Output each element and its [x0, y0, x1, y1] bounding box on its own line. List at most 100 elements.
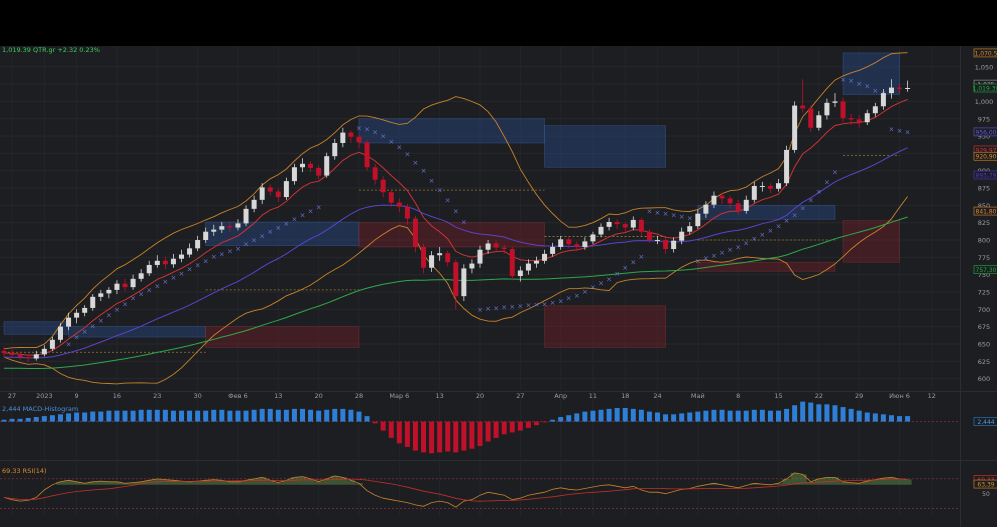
psar-point: ×	[703, 255, 709, 263]
macd-bar	[74, 412, 80, 422]
candle-body	[897, 87, 903, 89]
price-tag: 1,019.39	[973, 85, 997, 92]
candle-body	[300, 163, 306, 168]
macd-bar	[356, 411, 362, 422]
candle-body	[332, 143, 338, 157]
x-tick-label: 27	[8, 392, 16, 400]
macd-bar	[372, 421, 378, 424]
candle-body	[614, 222, 620, 225]
macd-bar	[308, 409, 314, 422]
candle-body	[162, 260, 168, 265]
macd-label: 2,444 MACD-Histogram	[2, 405, 78, 413]
psar-point: ×	[82, 328, 88, 336]
candle-body	[808, 108, 814, 128]
psar-point: ×	[445, 196, 451, 204]
candle-body	[533, 260, 539, 264]
candle-body	[138, 273, 144, 279]
chart-canvas[interactable]: ××××××××××××××××××× × × ×××××××××××× × ××××××…	[0, 46, 997, 527]
rsi-line	[3, 472, 908, 508]
candle-body	[719, 195, 725, 199]
candle-body	[542, 253, 548, 261]
candle-body	[445, 253, 451, 263]
rsi-ma-line	[3, 478, 908, 502]
macd-bar	[1, 419, 7, 422]
macd-bar	[533, 421, 539, 426]
candle-body	[33, 354, 39, 359]
x-tick-label: 24	[653, 392, 661, 400]
macd-bar	[154, 409, 160, 422]
demand-zone	[205, 221, 360, 246]
macd-bar	[33, 417, 39, 422]
y-tick-label: 625	[978, 358, 990, 366]
psar-point: ×	[856, 80, 862, 88]
candle-body	[453, 262, 459, 297]
price-tag: 841,80	[976, 209, 997, 216]
x-tick-label: 2023	[36, 392, 53, 400]
candle-body	[824, 102, 830, 116]
x-tick-label: Апр	[554, 392, 567, 400]
psar-point: ×	[292, 216, 298, 224]
psar-point: ×	[308, 207, 314, 215]
macd-bar	[550, 419, 556, 422]
candle-body	[324, 156, 330, 176]
x-tick-label: 9	[75, 392, 79, 400]
macd-bar	[598, 409, 604, 422]
psar-point: ×	[630, 259, 636, 267]
candle-body	[711, 195, 717, 205]
psar-point: ×	[719, 249, 725, 257]
candle-body	[872, 106, 878, 114]
macd-bar	[17, 418, 23, 422]
candle-body	[800, 105, 806, 109]
psar-point: ×	[816, 188, 822, 196]
macd-bar	[235, 410, 241, 422]
psar-point: ×	[138, 291, 144, 299]
price-tag: 757,30	[976, 267, 997, 274]
psar-point: ×	[453, 207, 459, 215]
candle-body	[146, 264, 152, 274]
x-tick-label: 20	[315, 392, 323, 400]
psar-point: ×	[413, 159, 419, 167]
psar-point: ×	[300, 212, 306, 220]
macd-bar	[671, 414, 677, 422]
candle-body	[646, 231, 652, 241]
candle-body	[582, 241, 588, 247]
psar-point: ×	[550, 299, 556, 307]
price-tag: 893,79	[976, 173, 997, 180]
price-tag-box	[973, 170, 997, 180]
psar-point: ×	[179, 270, 185, 278]
psar-point: ×	[316, 203, 322, 211]
candle-body	[291, 167, 297, 182]
macd-bar	[905, 416, 911, 422]
candle-body	[550, 246, 556, 254]
macd-bar	[864, 412, 870, 422]
axis-separator	[960, 46, 961, 527]
price-tag-box	[973, 151, 997, 161]
psar-point: ×	[275, 224, 281, 232]
macd-bar	[291, 408, 297, 422]
candle-body	[130, 278, 136, 288]
psar-point: ×	[203, 257, 209, 265]
y-tick-label: 950	[978, 133, 990, 141]
candle-body	[187, 248, 193, 255]
psar-point: ×	[542, 300, 548, 308]
chart-area[interactable]: × × × × × × × × × × × × × × × × × × × × × × × × × × × × × × × × × × × × × × × ×…	[0, 46, 997, 527]
y-tick-label: 850	[978, 202, 990, 210]
macd-bar	[57, 414, 63, 422]
psar-point: ×	[501, 304, 507, 312]
candle-body	[477, 249, 483, 264]
y-tick-label: 775	[978, 254, 990, 262]
psar-point: ×	[808, 196, 814, 204]
psar-point: ×	[679, 213, 685, 221]
candle-body	[525, 263, 531, 271]
candle-body	[235, 223, 241, 228]
psar-point: ×	[663, 210, 669, 218]
psar-point: ×	[776, 223, 782, 231]
psar-point: ×	[211, 253, 217, 261]
psar-point: ×	[106, 311, 112, 319]
y-tick-label: 650	[978, 340, 990, 348]
psar-point: ×	[162, 278, 168, 286]
candle-body	[888, 87, 894, 94]
macd-bar	[824, 404, 830, 422]
candle-body	[25, 357, 31, 359]
macd-bar	[897, 416, 903, 422]
